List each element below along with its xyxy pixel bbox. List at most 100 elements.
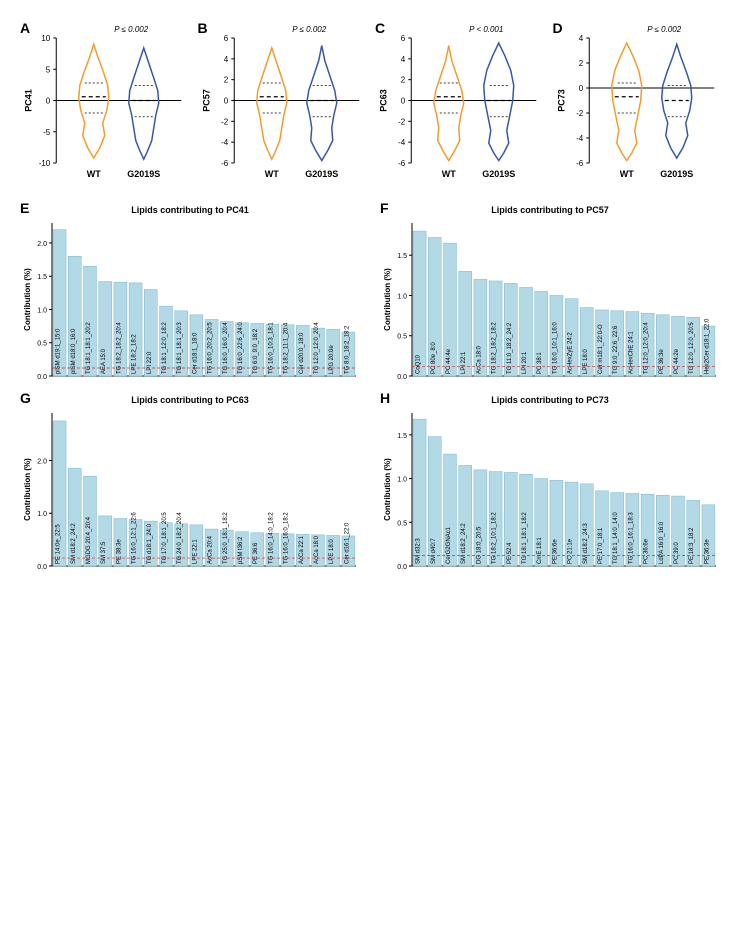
bar-label: LPE 22:1 — [192, 539, 198, 564]
panel-A: A P ≤ 0.002 -10 -5 0 5 10 PC41 — [20, 20, 188, 185]
svg-text:-6: -6 — [398, 159, 406, 168]
bar-item — [413, 231, 426, 376]
y-axis-label: PC57 — [201, 89, 211, 112]
bar-label: CerG2GNAc1 — [446, 526, 452, 564]
y-axis-label: Contribution (%) — [23, 268, 32, 331]
bar-label: TG 18:1_18:1_20:2 — [86, 322, 92, 374]
panel-letter: H — [380, 390, 390, 406]
svg-text:-5: -5 — [43, 128, 51, 137]
bar-label: LPE 18:0 — [329, 539, 335, 564]
panel-F: F Lipids contributing to PC57 0.0 0.5 1.… — [380, 205, 720, 385]
bar-label: CoQ10 — [416, 354, 422, 374]
svg-text:1.5: 1.5 — [397, 253, 407, 260]
svg-text:-6: -6 — [221, 159, 229, 168]
bar-label: TG 18:1_12:0_18:2 — [162, 322, 168, 374]
svg-text:-2: -2 — [221, 117, 229, 126]
y-axis-label: PC41 — [23, 89, 33, 112]
bar-label: LPI 22:0 — [147, 351, 153, 374]
bar-label: TG 16:0_22:6_24:0 — [238, 322, 244, 374]
svg-text:1.0: 1.0 — [397, 477, 407, 484]
svg-text:1.5: 1.5 — [37, 274, 47, 281]
svg-text:2: 2 — [223, 76, 228, 85]
chart-title: Lipids contributing to PC63 — [20, 395, 360, 405]
svg-text:0.0: 0.0 — [397, 564, 407, 571]
panel-letter: E — [20, 200, 29, 216]
svg-text:10: 10 — [41, 34, 50, 43]
svg-text:0: 0 — [578, 84, 583, 93]
panel-letter: B — [198, 20, 208, 36]
panel-H: H Lipids contributing to PC73 0.0 0.5 1.… — [380, 395, 720, 575]
svg-text:0.5: 0.5 — [397, 334, 407, 341]
y-axis-label: PC63 — [378, 89, 388, 112]
bar-label: SM 37:5 — [101, 541, 107, 564]
bar-label: plSM d19:1_15:0 — [56, 328, 62, 374]
svg-text:0.0: 0.0 — [37, 374, 47, 381]
bar-label: pSM t36:2 — [238, 536, 244, 564]
bar-label: PE 36:6e — [552, 539, 558, 564]
panel-letter: F — [380, 200, 389, 216]
x-tick-g2019s: G2019S — [305, 169, 338, 179]
y-axis-label: Contribution (%) — [23, 458, 32, 521]
bar-chart: 0.0 0.5 1.0 1.5 Contribution (%) CoQ10 P… — [380, 217, 720, 382]
svg-text:-4: -4 — [221, 138, 229, 147]
y-axis-label: Contribution (%) — [383, 458, 392, 521]
bar-label: plSM d18:0_16:0 — [71, 328, 77, 374]
bar-label: TG 16:0_12:1_22:6 — [132, 512, 138, 564]
svg-text:2.0: 2.0 — [37, 458, 47, 465]
bar-label: TG 18:2_18:2_20:4 — [116, 322, 122, 374]
bar-label: AcCa 18:0 — [476, 345, 482, 374]
violin-plot: P ≤ 0.002 -6 -4 -2 0 2 4 6 PC57 — [198, 20, 366, 185]
bar-label: PC 21:1e — [568, 538, 574, 564]
bar-label: PE 36:3e — [704, 539, 710, 564]
bar-label: TG 8:0_18:2_18:2 — [344, 325, 350, 374]
bar-label: TG 18:1_18:1_18:2 — [522, 512, 528, 564]
svg-text:4: 4 — [401, 55, 406, 64]
svg-text:0: 0 — [401, 97, 406, 106]
svg-text:0.5: 0.5 — [397, 520, 407, 527]
bar-label: PC 38:1 — [537, 352, 543, 374]
chart-title: Lipids contributing to PC57 — [380, 205, 720, 215]
x-tick-wt: WT — [619, 169, 633, 179]
svg-text:4: 4 — [578, 34, 583, 43]
bar-label: TG 17:0_18:1_20:5 — [162, 512, 168, 564]
bar-label: LPI 20:1 — [522, 351, 528, 374]
svg-text:5: 5 — [46, 65, 51, 74]
bar-label: LdPA 16:0_16:0 — [659, 521, 665, 564]
bar-label: TG 16:0_20:2_20:5 — [208, 322, 214, 374]
y-axis-label: PC73 — [556, 89, 566, 112]
svg-text:4: 4 — [223, 55, 228, 64]
bar-label: TG 16:0_16:0_18:2 — [284, 512, 290, 564]
bar-label: SM d40:7 — [431, 538, 437, 564]
panel-letter: A — [20, 20, 30, 36]
x-tick-wt: WT — [264, 169, 278, 179]
x-tick-g2019s: G2019S — [482, 169, 515, 179]
violin-plot: P ≤ 0.002 -6 -4 -2 0 2 4 PC73 — [553, 20, 721, 185]
violin-plot: P ≤ 0.002 -10 -5 0 5 10 PC41 WT — [20, 20, 188, 185]
bar-label: TG 18:1_14:0_14:0 — [613, 512, 619, 564]
bar-label: DG 18:0_20:5 — [476, 526, 482, 564]
bar-chart: 0.0 0.5 1.0 1.5 Contribution (%) SM d32:… — [380, 407, 720, 572]
x-tick-wt: WT — [87, 169, 101, 179]
svg-text:2: 2 — [578, 59, 583, 68]
bar-label: TG 12:0_12:0_20:4 — [314, 322, 320, 374]
svg-text:0: 0 — [46, 97, 51, 106]
bar-label: TG 18:2_11:1_20:4 — [284, 322, 290, 374]
svg-text:-4: -4 — [398, 138, 406, 147]
bar-label: PE 36:3e — [659, 349, 665, 374]
bar-label: AcCa 22:1 — [299, 535, 305, 564]
bar-label: TG 16:0_14:0_18:2 — [268, 512, 274, 564]
bar-label: TG 16:0_10:3_18:1 — [268, 322, 274, 374]
svg-text:6: 6 — [223, 34, 228, 43]
bar-label: LPE 18:0 — [583, 349, 589, 374]
panel-B: B P ≤ 0.002 -6 -4 -2 0 2 4 6 PC57 — [198, 20, 366, 185]
violin-plot: P < 0.001 -6 -4 -2 0 2 4 6 PC63 — [375, 20, 543, 185]
bar-label: PC 44:2e — [674, 348, 680, 374]
svg-text:-6: -6 — [576, 159, 584, 168]
panel-letter: C — [375, 20, 385, 36]
bar-label: PE 18:3_18:2 — [689, 527, 695, 564]
bar-label: TG 16:0_16:1_18:3 — [628, 512, 634, 564]
bar-label: TG 18:1_18:1_20:3 — [177, 322, 183, 374]
svg-text:0: 0 — [223, 97, 228, 106]
p-value: P < 0.001 — [469, 25, 503, 34]
bar-label: Cer d16:1_22:0 — [344, 522, 350, 564]
